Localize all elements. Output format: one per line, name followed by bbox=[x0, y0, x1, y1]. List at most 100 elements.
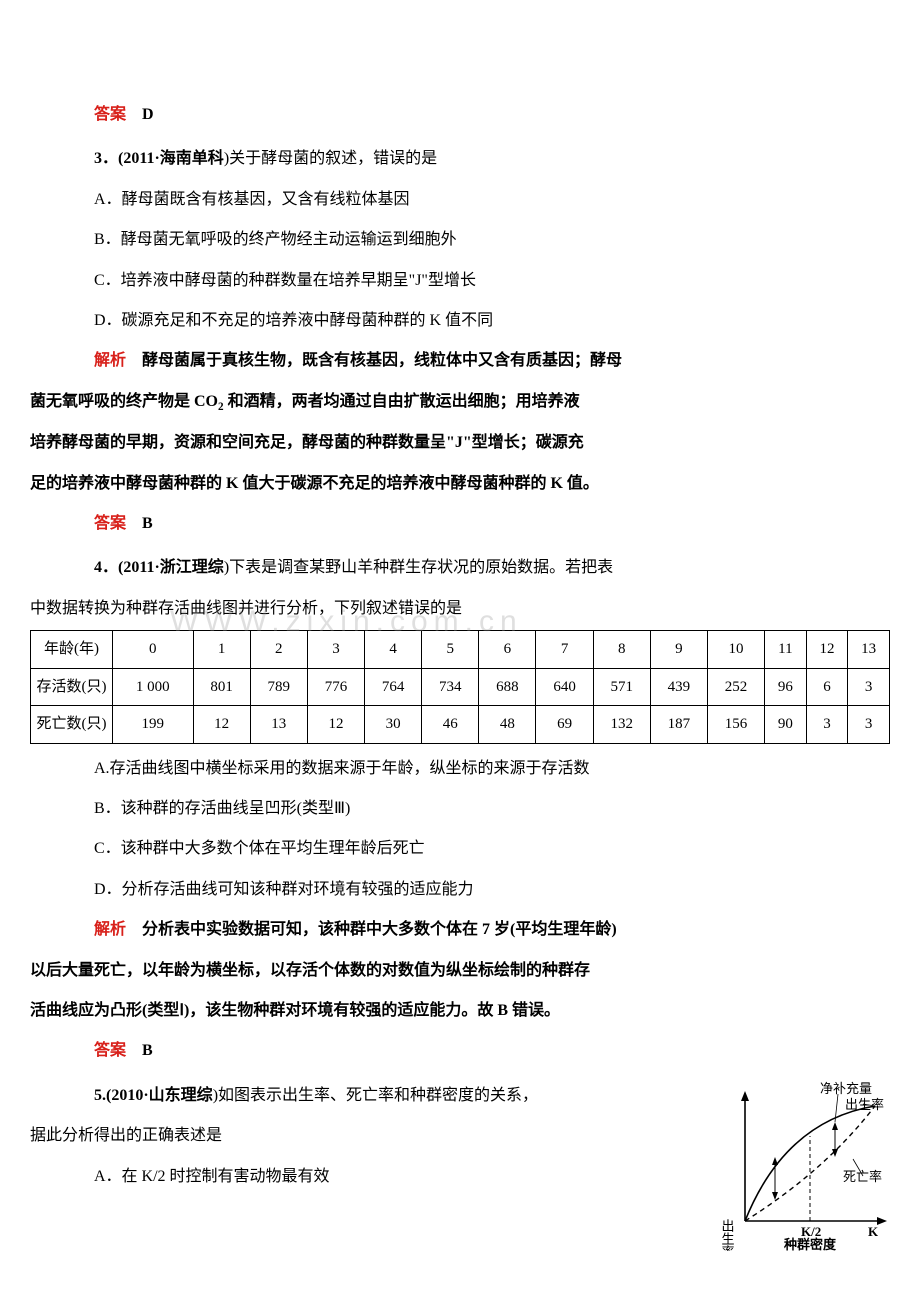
table-cell: 439 bbox=[650, 668, 707, 706]
table-row: 死亡数(只)199121312304648691321871569033 bbox=[31, 706, 890, 744]
q4-stem-src: 浙江理综 bbox=[160, 559, 224, 576]
q3-stem: 3．(2011·海南单科)关于酵母菌的叙述，错误的是 bbox=[30, 144, 890, 174]
q5-stem-post: )如图表示出生率、死亡率和种群密度的关系， bbox=[213, 1087, 538, 1104]
table-cell: 199 bbox=[113, 706, 194, 744]
answer-value: B bbox=[142, 1042, 153, 1059]
q3-explain-line1: 解析 酵母菌属于真核生物，既含有核基因，线粒体中又含有质基因；酵母 bbox=[30, 346, 890, 376]
q4-stem-pre: 4．(2011· bbox=[94, 559, 160, 576]
q3-ex1: 酵母菌属于真核生物，既含有核基因，线粒体中又含有质基因；酵母 bbox=[142, 352, 622, 369]
fig-death-label: 死亡率 bbox=[843, 1169, 882, 1184]
answer-2: 答案 D bbox=[30, 100, 890, 130]
q3-opt-c: C．培养液中酵母菌的种群数量在培养早期呈"J"型增长 bbox=[30, 266, 890, 296]
q3-opt-d: D．碳源充足和不充足的培养液中酵母菌种群的 K 值不同 bbox=[30, 306, 890, 336]
answer-label: 答案 bbox=[94, 515, 126, 532]
q5-block: 净补充量 出生率 死亡率 出生率或死亡率 K/2 K 种群密度 5.(2010·… bbox=[30, 1081, 890, 1192]
table-cell: 789 bbox=[250, 668, 307, 706]
q4-data-table: 年龄(年)012345678910111213 存活数(只)1 00080178… bbox=[30, 630, 890, 744]
table-cell: 90 bbox=[765, 706, 807, 744]
table-cell: 156 bbox=[707, 706, 764, 744]
table-row: 存活数(只)1 00080178977676473468864057143925… bbox=[31, 668, 890, 706]
table-cell: 764 bbox=[365, 668, 422, 706]
table-cell: 640 bbox=[536, 668, 593, 706]
answer-label: 答案 bbox=[94, 106, 126, 123]
answer-4: 答案 B bbox=[30, 1036, 890, 1066]
q4-explain-line3: 活曲线应为凸形(类型Ⅰ)，该生物种群对环境有较强的适应能力。故 B 错误。 bbox=[30, 996, 890, 1026]
q4-explain-line1: 解析 分析表中实验数据可知，该种群中大多数个体在 7 岁(平均生理年龄) bbox=[30, 915, 890, 945]
table-cell: 734 bbox=[422, 668, 479, 706]
table-cell: 132 bbox=[593, 706, 650, 744]
table-cell: 0 bbox=[113, 631, 194, 669]
table-cell: 3 bbox=[307, 631, 364, 669]
table-cell: 187 bbox=[650, 706, 707, 744]
table-cell: 5 bbox=[422, 631, 479, 669]
fig-xlabel: 种群密度 bbox=[783, 1237, 837, 1251]
q3-ex2-pre: 菌无氧呼吸的终产物是 CO bbox=[30, 393, 218, 410]
q4-explain-line2: 以后大量死亡，以年龄为横坐标，以存活个体数的对数值为纵坐标绘制的种群存 bbox=[30, 956, 890, 986]
answer-3: 答案 B bbox=[30, 509, 890, 539]
table-cell: 13 bbox=[250, 706, 307, 744]
table-cell: 7 bbox=[536, 631, 593, 669]
q3-stem-post: )关于酵母菌的叙述，错误的是 bbox=[224, 150, 437, 167]
answer-label: 答案 bbox=[94, 1042, 126, 1059]
table-header-cell: 存活数(只) bbox=[31, 668, 113, 706]
table-cell: 9 bbox=[650, 631, 707, 669]
q4-opt-b: B．该种群的存活曲线呈凹形(类型Ⅲ) bbox=[30, 794, 890, 824]
table-cell: 6 bbox=[806, 668, 848, 706]
table-cell: 1 bbox=[193, 631, 250, 669]
answer-value: D bbox=[142, 106, 154, 123]
q5-stem-pre: 5.(2010· bbox=[94, 1087, 149, 1104]
table-row: 年龄(年)012345678910111213 bbox=[31, 631, 890, 669]
table-cell: 6 bbox=[479, 631, 536, 669]
table-cell: 12 bbox=[806, 631, 848, 669]
table-cell: 2 bbox=[250, 631, 307, 669]
table-cell: 8 bbox=[593, 631, 650, 669]
q5-chart-svg: 净补充量 出生率 死亡率 出生率或死亡率 K/2 K 种群密度 bbox=[715, 1081, 890, 1251]
table-cell: 776 bbox=[307, 668, 364, 706]
table-cell: 12 bbox=[307, 706, 364, 744]
table-cell: 3 bbox=[806, 706, 848, 744]
table-cell: 12 bbox=[193, 706, 250, 744]
q4-opt-d: D．分析存活曲线可知该种群对环境有较强的适应能力 bbox=[30, 875, 890, 905]
table-cell: 1 000 bbox=[113, 668, 194, 706]
table-cell: 96 bbox=[765, 668, 807, 706]
table-cell: 252 bbox=[707, 668, 764, 706]
table-cell: 10 bbox=[707, 631, 764, 669]
table-header-cell: 死亡数(只) bbox=[31, 706, 113, 744]
fig-net-label: 净补充量 bbox=[820, 1081, 872, 1096]
q3-opt-b: B．酵母菌无氧呼吸的终产物经主动运输运到细胞外 bbox=[30, 225, 890, 255]
explain-label: 解析 bbox=[94, 352, 126, 369]
q3-explain-line4: 足的培养液中酵母菌种群的 K 值大于碳源不充足的培养液中酵母菌种群的 K 值。 bbox=[30, 469, 890, 499]
q4-opt-a: A.存活曲线图中横坐标采用的数据来源于年龄，纵坐标的来源于存活数 bbox=[30, 754, 890, 784]
table-cell: 11 bbox=[765, 631, 807, 669]
page-content: 答案 D 3．(2011·海南单科)关于酵母菌的叙述，错误的是 A．酵母菌既含有… bbox=[0, 0, 920, 1222]
table-cell: 13 bbox=[848, 631, 890, 669]
fig-ylabel: 出生率或死亡率 bbox=[720, 1219, 735, 1251]
table-cell: 688 bbox=[479, 668, 536, 706]
explain-label: 解析 bbox=[94, 921, 126, 938]
table-cell: 4 bbox=[365, 631, 422, 669]
table-cell: 801 bbox=[193, 668, 250, 706]
table-cell: 46 bbox=[422, 706, 479, 744]
table-cell: 48 bbox=[479, 706, 536, 744]
q3-stem-src: 海南单科 bbox=[160, 150, 224, 167]
table-cell: 69 bbox=[536, 706, 593, 744]
q5-figure: 净补充量 出生率 死亡率 出生率或死亡率 K/2 K 种群密度 bbox=[715, 1081, 890, 1251]
answer-value: B bbox=[142, 515, 153, 532]
q4-ex1: 分析表中实验数据可知，该种群中大多数个体在 7 岁(平均生理年龄) bbox=[142, 921, 617, 938]
table-cell: 30 bbox=[365, 706, 422, 744]
q4-opt-c: C．该种群中大多数个体在平均生理年龄后死亡 bbox=[30, 834, 890, 864]
q3-explain-line2: 菌无氧呼吸的终产物是 CO2 和酒精，两者均通过自由扩散运出细胞；用培养液 bbox=[30, 387, 890, 418]
q3-stem-pre: 3．(2011· bbox=[94, 150, 160, 167]
table-cell: 571 bbox=[593, 668, 650, 706]
q5-stem-src: 山东理综 bbox=[149, 1087, 213, 1104]
q3-opt-a: A．酵母菌既含有核基因，又含有线粒体基因 bbox=[30, 185, 890, 215]
table-cell: 3 bbox=[848, 668, 890, 706]
table-cell: 3 bbox=[848, 706, 890, 744]
q3-explain-line3: 培养酵母菌的早期，资源和空间充足，酵母菌的种群数量呈"J"型增长；碳源充 bbox=[30, 428, 890, 458]
fig-xtick-k: K bbox=[868, 1224, 879, 1239]
q4-stem-line2: 中数据转换为种群存活曲线图并进行分析，下列叙述错误的是 bbox=[30, 594, 890, 624]
q3-ex2-post: 和酒精，两者均通过自由扩散运出细胞；用培养液 bbox=[224, 393, 580, 410]
table-header-cell: 年龄(年) bbox=[31, 631, 113, 669]
q4-stem-post: )下表是调查某野山羊种群生存状况的原始数据。若把表 bbox=[224, 559, 613, 576]
q4-stem-line1: 4．(2011·浙江理综)下表是调查某野山羊种群生存状况的原始数据。若把表 bbox=[30, 553, 890, 583]
